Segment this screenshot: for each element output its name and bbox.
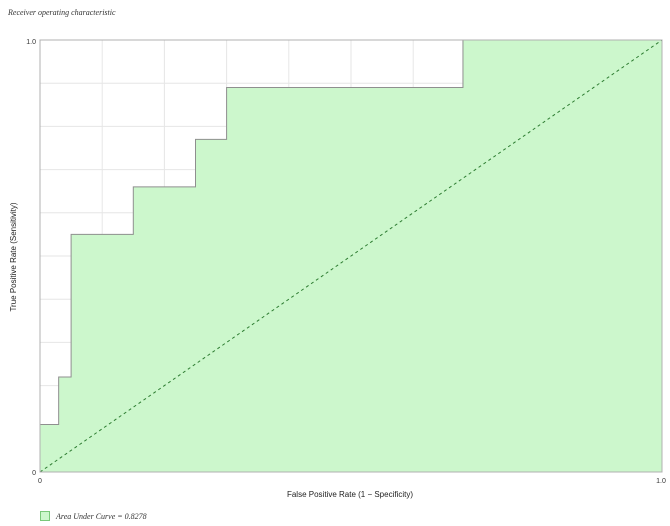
x-tick-label-1: 1.0 bbox=[656, 478, 666, 485]
legend-label: Area Under Curve = 0.8278 bbox=[56, 511, 147, 521]
chart-title: Receiver operating characteristic bbox=[8, 8, 116, 17]
x-tick-label-0: 0 bbox=[38, 478, 42, 485]
y-axis-label: True Positive Rate (Sensitivity) bbox=[9, 202, 18, 311]
reference-diagonal-line bbox=[39, 39, 663, 473]
roc-curve-line bbox=[39, 39, 662, 472]
legend: Area Under Curve = 0.8278 bbox=[40, 511, 147, 521]
y-tick-label-0: 0 bbox=[32, 470, 36, 477]
y-tick-label-1: 1.0 bbox=[26, 39, 36, 46]
plot-frame bbox=[39, 39, 663, 473]
x-axis-label: False Positive Rate (1 − Specificity) bbox=[287, 490, 413, 499]
legend-swatch bbox=[40, 511, 50, 521]
